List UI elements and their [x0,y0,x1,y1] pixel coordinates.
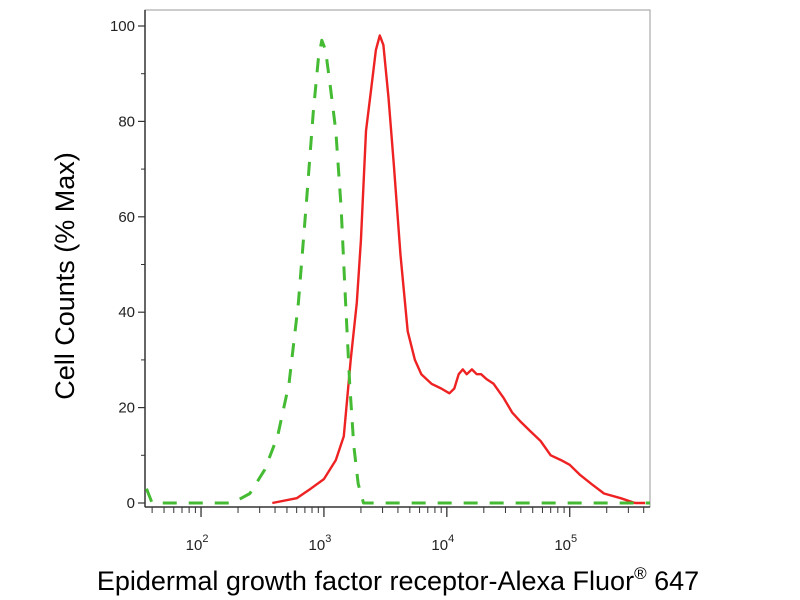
y-tick-label: 100 [110,18,135,35]
y-axis-title: Cell Counts (% Max) [50,152,80,400]
y-tick-label: 20 [118,400,135,417]
x-axis-title: Epidermal growth factor receptor-Alexa F… [97,564,699,596]
x-tick-label: 102 [186,533,209,554]
y-tick-label: 0 [127,495,135,512]
x-axis-title-suffix: 647 [647,566,700,596]
y-tick-label: 80 [118,113,135,130]
y-tick-label: 60 [118,209,135,226]
plot-border [144,9,651,508]
x-tick-label: 105 [554,533,577,554]
x-tick-label: 104 [431,533,454,554]
x-tick-label: 103 [309,533,332,554]
x-axis-title-registered-mark: ® [634,564,647,583]
y-tick-label: 40 [118,304,135,321]
sample-histogram-line [272,34,645,505]
control-histogram-line [145,38,650,505]
x-axis-title-main: Epidermal growth factor receptor-Alexa F… [97,566,634,596]
